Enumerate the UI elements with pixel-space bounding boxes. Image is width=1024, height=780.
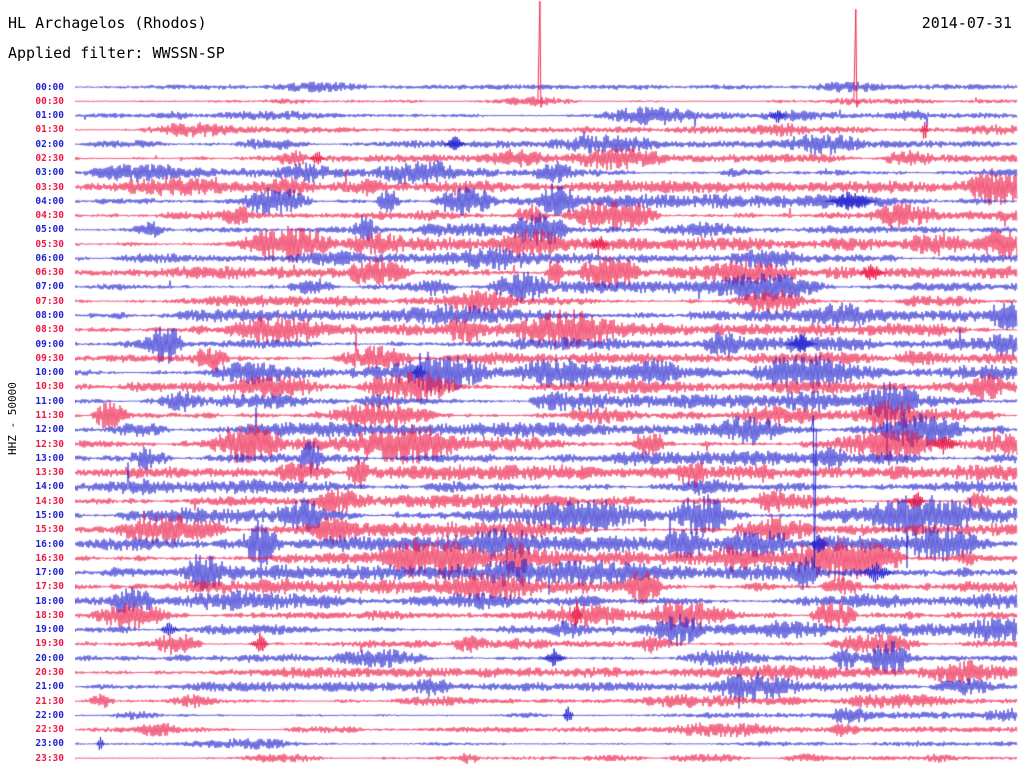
time-label: 13:30 <box>35 467 64 479</box>
time-label: 11:30 <box>35 409 64 421</box>
time-label: 00:30 <box>35 95 64 107</box>
time-label: 10:00 <box>35 367 64 379</box>
time-label: 06:00 <box>35 252 64 264</box>
station-title: HL Archagelos (Rhodos) <box>8 14 207 32</box>
time-label: 07:30 <box>35 295 64 307</box>
filter-label: Applied filter: WWSSN-SP <box>8 44 225 62</box>
time-label: 05:30 <box>35 238 64 250</box>
time-label: 00:00 <box>35 81 64 93</box>
time-label: 08:00 <box>35 310 64 321</box>
time-label: 04:00 <box>35 195 64 207</box>
seismogram-canvas[interactable] <box>75 0 1018 780</box>
time-label: 01:00 <box>35 110 64 122</box>
time-label: 22:30 <box>35 724 64 736</box>
time-label: 16:30 <box>35 552 64 564</box>
time-label: 03:00 <box>35 167 64 179</box>
time-label: 19:30 <box>35 638 64 650</box>
time-label: 18:30 <box>35 609 64 621</box>
time-label-column: 00:00 00:30 01:00 01:30 02:00 02:30 03:00 03:30… <box>0 0 70 780</box>
time-label: 13:00 <box>35 452 64 464</box>
time-label: 23:30 <box>35 752 64 764</box>
time-label: 12:30 <box>35 438 64 450</box>
time-label: 23:00 <box>35 738 64 750</box>
time-label: 15:30 <box>35 524 64 536</box>
time-label: 12:00 <box>35 424 64 436</box>
time-label: 08:30 <box>35 324 64 336</box>
time-label: 20:00 <box>35 652 64 664</box>
time-label: 10:30 <box>35 381 64 393</box>
time-label: 02:00 <box>35 138 64 150</box>
time-label: 09:30 <box>35 352 64 364</box>
time-label: 21:30 <box>35 695 64 707</box>
time-label: 15:00 <box>35 509 64 521</box>
time-label: 03:30 <box>35 181 64 193</box>
time-label: 14:00 <box>35 481 64 493</box>
date-label: 2014-07-31 <box>921 14 1012 32</box>
time-label: 01:30 <box>35 124 64 136</box>
time-label: 16:00 <box>35 538 64 550</box>
time-label: 22:00 <box>35 709 64 721</box>
time-label: 19:00 <box>35 624 64 636</box>
time-label: 21:00 <box>35 681 64 693</box>
time-label: 18:00 <box>35 595 64 607</box>
time-label: 06:30 <box>35 267 64 279</box>
time-label: 17:30 <box>35 581 64 593</box>
time-label: 02:30 <box>35 152 64 164</box>
time-label: 11:00 <box>35 395 64 407</box>
time-label: 04:30 <box>35 210 64 221</box>
time-label: 05:00 <box>35 224 64 236</box>
time-label: 07:00 <box>35 281 64 293</box>
time-label: 09:00 <box>35 338 64 350</box>
time-label: 17:00 <box>35 567 64 578</box>
time-label: 20:30 <box>35 667 64 678</box>
time-label: 14:30 <box>35 495 64 507</box>
